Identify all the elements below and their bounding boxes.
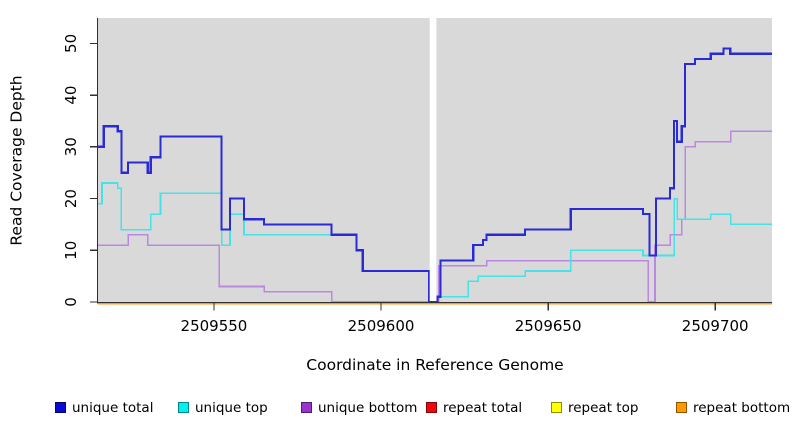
legend-item-unique-top: unique top — [178, 397, 268, 416]
legend-label: unique top — [195, 400, 268, 416]
no-data-gap — [429, 18, 437, 301]
legend-label: repeat top — [568, 400, 639, 416]
y-axis-title: Read Coverage Depth — [7, 75, 26, 246]
x-axis-title: Coordinate in Reference Genome — [306, 356, 564, 374]
legend-swatch-icon — [178, 402, 189, 413]
x-tick-label: 2509700 — [682, 317, 749, 335]
legend-item-repeat-total: repeat total — [426, 397, 523, 416]
y-tick-label: 20 — [62, 189, 80, 208]
y-tick-label: 10 — [62, 241, 80, 260]
legend: unique total unique top unique bottom repea… — [0, 397, 792, 419]
legend-swatch-icon — [55, 402, 66, 413]
legend-label: repeat total — [443, 400, 523, 416]
y-tick-label: 40 — [62, 86, 80, 105]
series-unique-total — [98, 47, 772, 304]
legend-swatch-icon — [426, 402, 437, 413]
x-tick-label: 2509550 — [181, 317, 248, 335]
y-tick-label: 30 — [62, 137, 80, 156]
y-tick-label: 0 — [62, 297, 80, 307]
legend-label: unique bottom — [318, 400, 418, 416]
series-unique-bottom — [98, 130, 772, 303]
legend-item-unique-total: unique total — [55, 397, 154, 416]
legend-swatch-icon — [551, 402, 562, 413]
x-tick-label: 2509650 — [515, 317, 582, 335]
legend-item-repeat-top: repeat top — [551, 397, 639, 416]
legend-item-repeat-bottom: repeat bottom — [676, 397, 791, 416]
legend-item-unique-bottom: unique bottom — [301, 397, 418, 416]
legend-label: unique total — [72, 400, 154, 416]
legend-swatch-icon — [676, 402, 687, 413]
y-tick-label: 50 — [62, 34, 80, 53]
legend-label: repeat bottom — [693, 400, 791, 416]
x-tick-label: 2509600 — [348, 317, 415, 335]
legend-swatch-icon — [301, 402, 312, 413]
